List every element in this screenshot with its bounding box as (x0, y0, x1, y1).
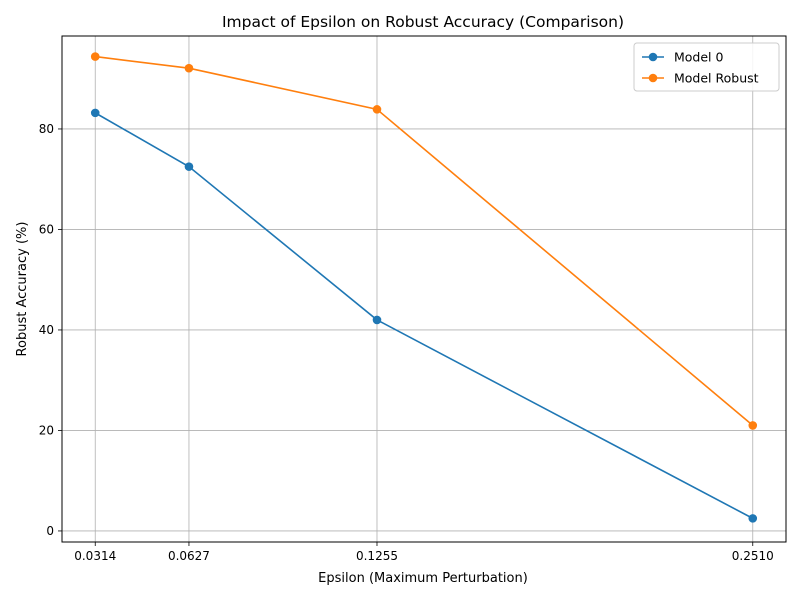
x-axis: 0.0314 0.0627 0.1255 0.2510 (74, 542, 774, 563)
y-tick-label: 40 (39, 323, 54, 337)
y-tick-label: 60 (39, 222, 54, 236)
series-group (90, 52, 758, 523)
y-tick-label: 20 (39, 423, 54, 437)
legend-marker (648, 52, 658, 62)
legend-label: Model Robust (674, 71, 759, 86)
legend: Model 0 Model Robust (633, 42, 780, 92)
data-point (748, 421, 758, 430)
data-point (748, 514, 758, 523)
series-0 (90, 108, 758, 523)
x-tick-label: 0.0314 (74, 549, 116, 563)
x-tick-label: 0.0627 (168, 549, 210, 563)
x-tick-label: 0.2510 (732, 549, 774, 563)
data-point (372, 105, 382, 114)
y-axis: 0 20 40 60 80 (39, 122, 62, 538)
data-point (372, 315, 382, 325)
legend-label: Model 0 (674, 50, 724, 65)
series-line (94, 112, 754, 520)
y-axis-label: Robust Accuracy (%) (15, 222, 30, 357)
x-tick-label: 0.1255 (356, 549, 398, 563)
y-tick-label: 80 (39, 122, 54, 136)
series-line (95, 55, 754, 427)
series-1 (90, 52, 758, 430)
data-point (90, 108, 100, 118)
chart-title: Impact of Epsilon on Robust Accuracy (Co… (222, 13, 624, 31)
x-axis-label: Epsilon (Maximum Perturbation) (318, 571, 528, 586)
plot-area-frame (61, 35, 787, 543)
legend-item: Model 0 (642, 50, 724, 65)
legend-marker (648, 73, 658, 83)
data-point (184, 162, 194, 171)
data-point (184, 63, 194, 73)
y-tick-label: 0 (46, 524, 54, 538)
legend-item: Model Robust (642, 71, 759, 86)
legend-box (633, 42, 780, 92)
grid (62, 36, 786, 542)
data-point (90, 52, 100, 61)
